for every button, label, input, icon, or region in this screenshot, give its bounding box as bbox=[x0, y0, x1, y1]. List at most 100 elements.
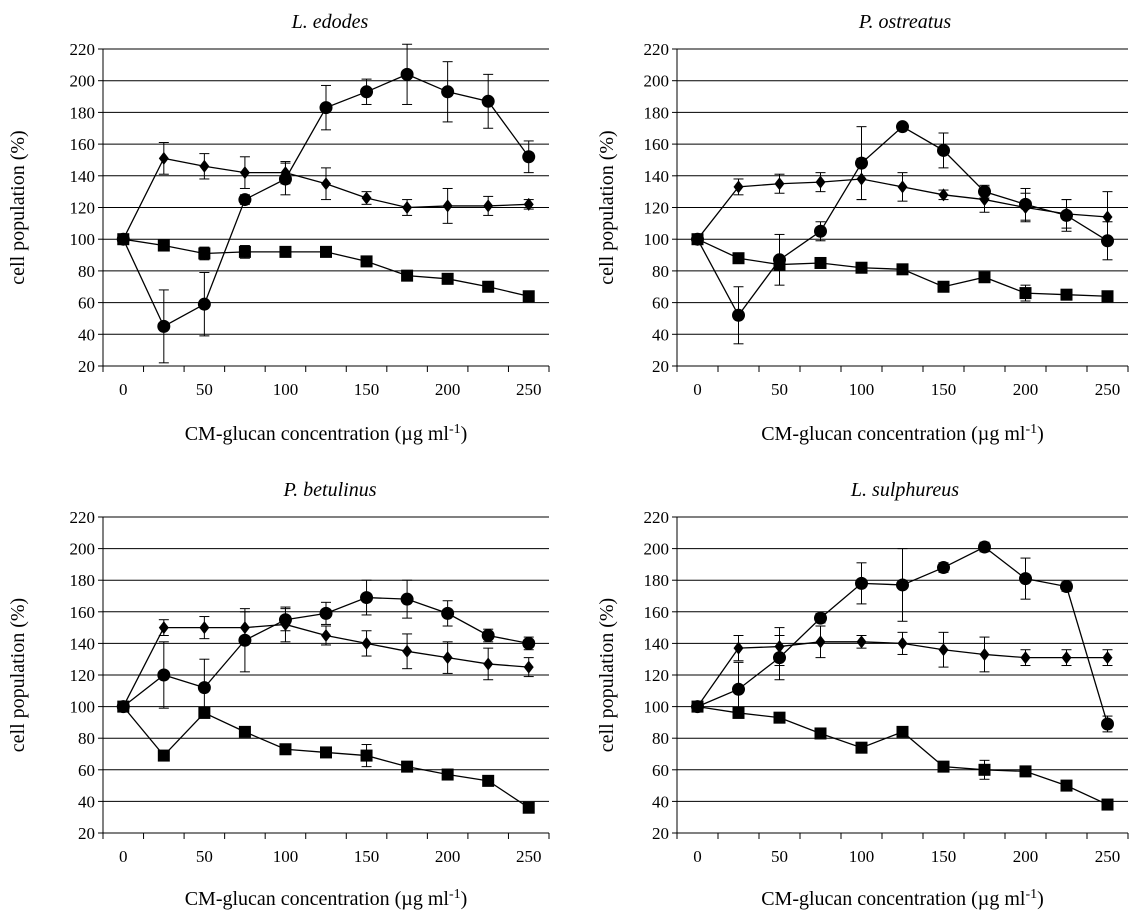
data-point-diamond bbox=[158, 621, 169, 635]
series-circle bbox=[116, 43, 536, 364]
x-axis-label-end: ) bbox=[461, 423, 468, 445]
data-point-circle bbox=[481, 94, 495, 108]
data-point-diamond bbox=[774, 177, 785, 191]
data-point-square bbox=[855, 261, 868, 274]
y-tick-label: 60 bbox=[78, 761, 95, 780]
x-axis-label-sup: -1 bbox=[1025, 422, 1037, 437]
data-point-diamond bbox=[856, 635, 867, 649]
x-tick-label: 250 bbox=[1095, 847, 1121, 866]
x-axis-label: CM-glucan concentration (µg ml-1) bbox=[761, 887, 1044, 911]
y-tick-label: 100 bbox=[70, 230, 96, 249]
data-point-circle bbox=[814, 224, 827, 238]
x-tick-label: 200 bbox=[435, 847, 461, 866]
data-point-diamond bbox=[897, 636, 908, 650]
chart-panel-3: P. betulinus 20 40 60 80 100 120 140 160 180 200 22… bbox=[7, 479, 550, 911]
y-tick-label: 220 bbox=[644, 40, 670, 59]
x-tick-label: 50 bbox=[196, 847, 213, 866]
x-tick-label: 50 bbox=[771, 847, 788, 866]
y-tick-label: 160 bbox=[70, 135, 96, 154]
data-point-diamond bbox=[815, 635, 826, 649]
data-point-diamond bbox=[1102, 210, 1113, 224]
x-axis-label-main: CM-glucan concentration (µg ml bbox=[185, 888, 450, 910]
data-point-circle bbox=[197, 297, 211, 311]
data-point-diamond bbox=[979, 193, 990, 207]
series-square bbox=[691, 233, 1114, 303]
data-point-circle bbox=[1019, 572, 1032, 586]
y-tick-label: 80 bbox=[652, 262, 669, 281]
data-point-square bbox=[320, 245, 332, 258]
y-tick-label: 140 bbox=[644, 167, 670, 186]
data-point-diamond bbox=[483, 657, 494, 671]
data-point-square bbox=[732, 706, 745, 719]
x-tick-label: 200 bbox=[435, 380, 461, 399]
x-tick-label: 100 bbox=[849, 380, 875, 399]
y-tick-label: 220 bbox=[644, 508, 670, 527]
data-point-diamond bbox=[442, 651, 453, 665]
x-tick-label: 200 bbox=[1013, 380, 1039, 399]
data-point-circle bbox=[896, 578, 909, 592]
data-point-square bbox=[896, 725, 909, 738]
data-point-square bbox=[441, 272, 454, 285]
data-point-diamond bbox=[774, 640, 785, 654]
y-tick-label: 220 bbox=[70, 508, 96, 527]
x-tick-label: 250 bbox=[1095, 380, 1121, 399]
data-point-square bbox=[320, 746, 332, 759]
data-point-diamond bbox=[815, 175, 826, 189]
data-point-diamond bbox=[938, 188, 949, 202]
data-point-square bbox=[978, 763, 991, 776]
data-point-diamond bbox=[523, 197, 534, 211]
data-point-square bbox=[896, 263, 909, 276]
y-tick-label: 80 bbox=[78, 262, 95, 281]
y-tick-label: 200 bbox=[644, 540, 670, 559]
data-point-square bbox=[360, 255, 373, 268]
y-tick-label: 180 bbox=[70, 571, 96, 590]
x-tick-label: 50 bbox=[771, 380, 788, 399]
data-point-circle bbox=[978, 540, 991, 554]
x-tick-label: 150 bbox=[931, 847, 957, 866]
y-tick-label: 180 bbox=[644, 571, 670, 590]
data-point-diamond bbox=[1102, 651, 1113, 665]
data-point-square bbox=[279, 743, 292, 756]
x-axis-label-main: CM-glucan concentration (µg ml bbox=[185, 423, 450, 445]
data-point-square bbox=[773, 258, 786, 271]
data-point-square bbox=[1060, 779, 1073, 792]
data-point-diamond bbox=[361, 636, 372, 650]
data-point-circle bbox=[855, 576, 868, 590]
data-point-diamond bbox=[442, 199, 453, 213]
x-axis-label-sup: -1 bbox=[1025, 887, 1037, 902]
y-tick-label: 20 bbox=[652, 357, 669, 376]
data-point-circle bbox=[400, 592, 414, 606]
data-point-square bbox=[522, 801, 535, 814]
data-point-diamond bbox=[402, 201, 413, 214]
data-point-square bbox=[157, 239, 170, 252]
y-tick-label: 120 bbox=[644, 199, 670, 218]
x-axis-label: CM-glucan concentration (µg ml-1) bbox=[185, 887, 468, 911]
y-axis-label: cell population (%) bbox=[596, 598, 618, 752]
y-tick-label: 120 bbox=[644, 666, 670, 685]
data-point-diamond bbox=[199, 159, 210, 173]
y-axis-label: cell population (%) bbox=[7, 598, 29, 752]
data-point-square bbox=[117, 233, 130, 246]
data-point-square bbox=[937, 280, 950, 293]
series-square bbox=[117, 700, 535, 814]
data-point-square bbox=[1101, 798, 1114, 811]
data-point-diamond bbox=[483, 199, 494, 213]
data-point-square bbox=[482, 280, 495, 293]
x-axis-label-sup: -1 bbox=[449, 887, 461, 902]
y-tick-label: 60 bbox=[652, 294, 669, 313]
data-point-circle bbox=[441, 606, 455, 620]
y-tick-label: 80 bbox=[78, 729, 95, 748]
x-tick-label: 250 bbox=[516, 847, 542, 866]
data-point-square bbox=[279, 245, 292, 258]
data-point-square bbox=[978, 271, 991, 284]
x-axis-label-sup: -1 bbox=[449, 422, 461, 437]
data-point-diamond bbox=[1020, 201, 1031, 214]
data-point-square bbox=[855, 741, 868, 754]
data-point-circle bbox=[481, 629, 495, 642]
data-point-diamond bbox=[733, 180, 744, 194]
y-tick-label: 40 bbox=[78, 792, 95, 811]
data-point-circle bbox=[814, 611, 827, 625]
x-tick-label: 0 bbox=[693, 380, 702, 399]
data-point-square bbox=[360, 749, 373, 762]
